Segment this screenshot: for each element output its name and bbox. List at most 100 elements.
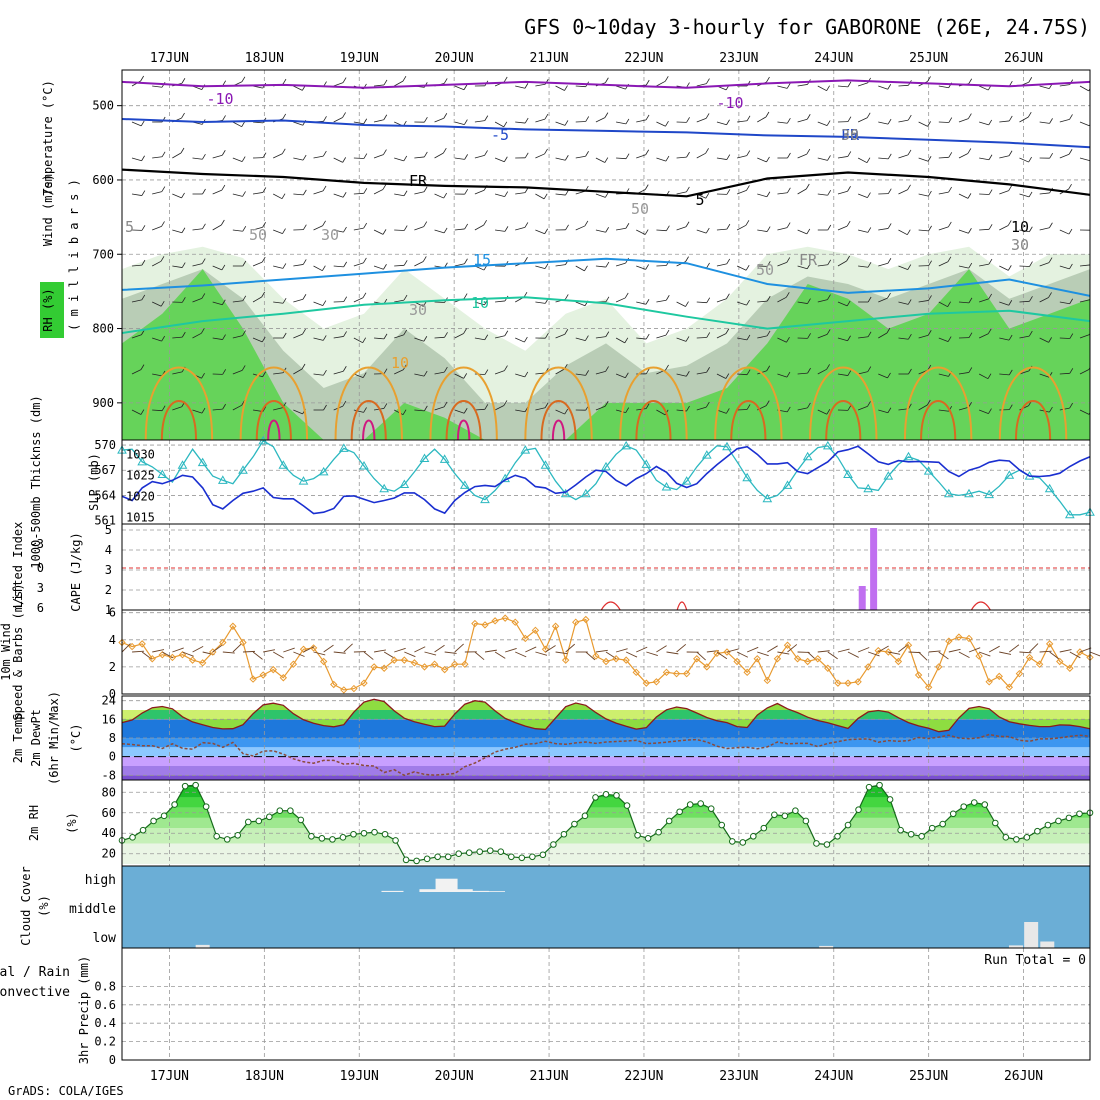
wind-barb-flag xyxy=(503,121,508,128)
wind-barb-flag xyxy=(807,333,811,339)
wind-barb-flag xyxy=(968,113,972,119)
wind-barb-flag xyxy=(362,292,367,298)
wind-barb xyxy=(172,265,183,268)
wind-barb xyxy=(615,373,626,379)
date-label-top: 17JUN xyxy=(150,51,189,66)
wind-barb xyxy=(1019,116,1029,123)
wind-barb-flag xyxy=(1027,111,1032,118)
wind-barb xyxy=(595,371,606,375)
wind-barb-flag xyxy=(363,222,368,229)
wind-barb-flag xyxy=(443,192,448,199)
wind-barb xyxy=(716,228,727,231)
rh-marker xyxy=(592,794,599,801)
wind-barb xyxy=(757,229,768,232)
wind-barb-flag xyxy=(746,299,750,306)
wind-barb-flag xyxy=(887,84,892,90)
wind-barb xyxy=(938,226,949,231)
wind-barb-flag xyxy=(927,330,932,336)
wind-barb-flag xyxy=(806,228,811,235)
wind-barb xyxy=(716,157,727,160)
wind-speed-marker xyxy=(602,657,610,666)
wind-barb-flag xyxy=(928,225,932,232)
wind-barb-flag xyxy=(987,373,992,379)
wind-barb-10m xyxy=(625,651,638,658)
wind-barb-flag xyxy=(604,112,609,118)
rh-marker xyxy=(760,824,768,832)
wind-barb xyxy=(595,157,606,163)
thickness-marker xyxy=(661,482,672,491)
wind-barb-flag xyxy=(181,78,186,84)
wind-barb xyxy=(273,407,283,411)
wind-barb-flag xyxy=(666,225,670,231)
wind-barb-flag xyxy=(645,114,650,121)
wind-speed-marker xyxy=(783,641,792,649)
wind-barb-flag xyxy=(342,112,346,118)
wind-speed-marker xyxy=(854,678,862,686)
wind-barb-flag xyxy=(786,222,791,228)
wind-barb-flag xyxy=(907,149,912,156)
wind-barb xyxy=(474,301,485,306)
wind-speed-marker xyxy=(1005,683,1014,691)
wind10m-panel: 0 2 4 6 xyxy=(109,606,1100,701)
wind-barb-flag xyxy=(927,156,932,162)
wind-barb xyxy=(414,337,424,342)
wind-barb-flag xyxy=(968,367,973,373)
wind-barb-flag xyxy=(504,330,509,336)
wind-barb-flag xyxy=(443,401,448,408)
rh-marker xyxy=(223,836,231,843)
wind-barb xyxy=(1059,301,1070,305)
wind-barb xyxy=(958,372,969,375)
wind-speed-marker xyxy=(299,645,308,653)
wind-barb-flag xyxy=(544,402,549,408)
wind-barb-flag xyxy=(383,333,388,340)
rh-marker xyxy=(665,817,673,825)
wind-barb-flag xyxy=(342,77,347,83)
wind-barb xyxy=(515,121,526,124)
rh-marker xyxy=(550,841,557,848)
wind-barb xyxy=(938,373,949,377)
cloud-low-bar xyxy=(1040,941,1055,948)
wind-barb-flag xyxy=(464,188,469,195)
wind-barb-flag xyxy=(1048,257,1053,263)
rh-marker xyxy=(718,821,726,829)
date-label-top: 26JUN xyxy=(1004,51,1043,66)
wind-barb-10m xyxy=(1019,651,1032,654)
thickness-marker xyxy=(318,466,329,476)
wind-barb xyxy=(454,157,465,160)
wind-barb-flag xyxy=(887,372,891,379)
wind-barb xyxy=(535,407,546,411)
thickness-marker xyxy=(782,480,793,489)
wind-barb-flag xyxy=(645,149,650,155)
wind-barb-10m xyxy=(585,651,596,661)
wind-barb-flag xyxy=(1068,149,1073,155)
wind-barb-flag xyxy=(383,368,388,374)
wind-barb-flag xyxy=(968,228,972,234)
wind-barb-10m xyxy=(646,651,658,656)
wind-barb xyxy=(817,121,828,126)
wind-barb-10m xyxy=(172,647,184,653)
wind-barb-flag xyxy=(686,82,690,88)
wind-barb-flag xyxy=(402,409,407,415)
wind-speed-marker xyxy=(995,672,1003,681)
rh-marker xyxy=(465,849,473,856)
wind-speed-marker xyxy=(420,663,429,671)
wind-barb-flag xyxy=(686,117,690,123)
wind-barb xyxy=(757,335,768,339)
wind-barb-flag xyxy=(887,188,892,194)
wind-barb-10m xyxy=(424,651,437,656)
wind-barb-flag xyxy=(706,297,711,303)
rh-marker xyxy=(529,853,536,861)
thickness-marker xyxy=(1004,470,1015,479)
rh-marker xyxy=(918,833,925,840)
wind-barb xyxy=(696,301,707,304)
wind-barb xyxy=(293,193,304,196)
wind-barb-flag xyxy=(1008,369,1013,376)
wind-barb xyxy=(434,371,445,375)
wind-barb-flag xyxy=(866,157,871,163)
wind-barb xyxy=(434,406,445,411)
wind-barb-flag xyxy=(343,331,347,337)
wind-barb-flag xyxy=(222,80,227,86)
wind-barb xyxy=(898,337,909,340)
wind-barb xyxy=(293,298,304,303)
wind-barb-flag xyxy=(846,300,851,307)
